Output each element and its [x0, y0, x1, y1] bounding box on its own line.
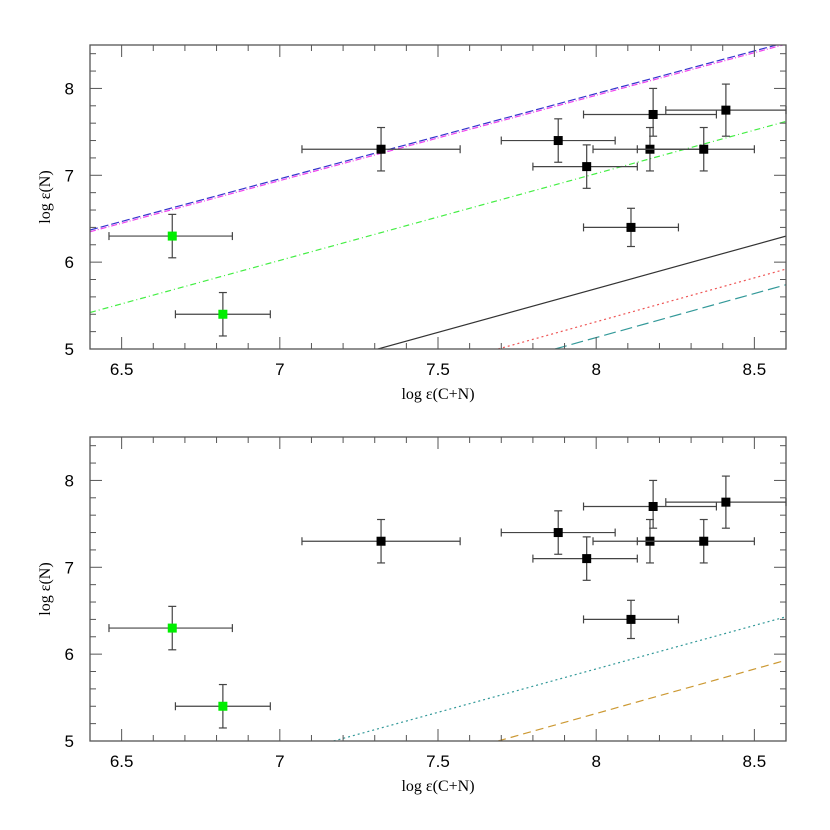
line-teal-dotted [333, 616, 786, 741]
x-axis-label: log ε(C+N) [401, 386, 474, 403]
model-lines [333, 616, 786, 741]
data-point [500, 118, 616, 163]
y-tick-label: 5 [65, 340, 74, 359]
bottom-panel-plot: 6.5 7 7.5 8 8.5 5 6 7 8 log ε(C+N) log ε(N) [37, 436, 787, 795]
y-tick-label: 5 [65, 732, 74, 751]
point-marker [582, 162, 592, 172]
y-tick-label: 8 [65, 79, 74, 98]
point-marker [553, 136, 563, 146]
point-marker [721, 497, 731, 507]
data-points [108, 83, 787, 337]
point-marker [626, 222, 636, 232]
x-tick-label: 7.5 [426, 752, 450, 771]
line-green-dashdot [90, 120, 786, 314]
data-point [108, 605, 233, 651]
y-tick-label: 8 [65, 471, 74, 490]
plot-frame [89, 436, 787, 742]
point-marker [648, 109, 658, 119]
model-lines [90, 45, 786, 349]
point-marker [376, 144, 386, 154]
data-point [500, 510, 616, 555]
data-points [108, 475, 787, 729]
line-teal-longdash [554, 284, 786, 349]
x-tick-label: 7.5 [426, 360, 450, 379]
y-axis-label: log ε(N) [37, 170, 54, 223]
point-marker [167, 623, 177, 633]
data-point [301, 518, 461, 564]
y-tick-label: 6 [65, 645, 74, 664]
data-point [665, 475, 787, 529]
data-point [582, 87, 718, 137]
line-red-dotted [497, 268, 786, 349]
axis-ticks [90, 45, 787, 350]
data-point [636, 126, 755, 172]
data-point [582, 479, 718, 529]
top-panel-plot: 6.5 7 7.5 8 8.5 5 6 7 8 log ε(C+N) log ε(N) [37, 44, 787, 403]
point-marker [167, 231, 177, 241]
y-axis-label: log ε(N) [37, 562, 54, 615]
x-tick-label: 8.5 [743, 752, 767, 771]
data-point [665, 83, 787, 137]
line-orange-dashed [497, 659, 786, 741]
point-marker [699, 536, 709, 546]
point-marker [376, 536, 386, 546]
data-point [174, 683, 271, 729]
y-tick-label: 7 [65, 166, 74, 185]
point-marker [721, 105, 731, 115]
data-point [582, 207, 680, 248]
point-marker [699, 144, 709, 154]
y-tick-label: 7 [65, 558, 74, 577]
x-tick-label: 8 [591, 752, 600, 771]
plot-frame [89, 44, 787, 350]
x-tick-label: 7 [275, 752, 284, 771]
line-magenta-dashdot [90, 45, 786, 233]
x-tick-label: 7 [275, 360, 284, 379]
axis-ticks [90, 437, 787, 742]
line-black-solid [377, 235, 786, 349]
data-point [582, 599, 680, 640]
x-tick-label: 8 [591, 360, 600, 379]
data-point [636, 518, 755, 564]
data-point [532, 536, 638, 581]
data-point [174, 291, 271, 337]
point-marker [648, 501, 658, 511]
data-point [108, 213, 233, 259]
x-axis-label: log ε(C+N) [401, 778, 474, 795]
data-point [532, 144, 638, 189]
point-marker [626, 614, 636, 624]
y-tick-label: 6 [65, 253, 74, 272]
x-tick-label: 6.5 [110, 360, 134, 379]
point-marker [553, 528, 563, 538]
point-marker [218, 309, 228, 319]
x-tick-label: 8.5 [743, 360, 767, 379]
point-marker [582, 554, 592, 564]
data-point [301, 126, 461, 172]
x-tick-label: 6.5 [110, 752, 134, 771]
line-blue-dashed [90, 45, 779, 231]
point-marker [218, 701, 228, 711]
